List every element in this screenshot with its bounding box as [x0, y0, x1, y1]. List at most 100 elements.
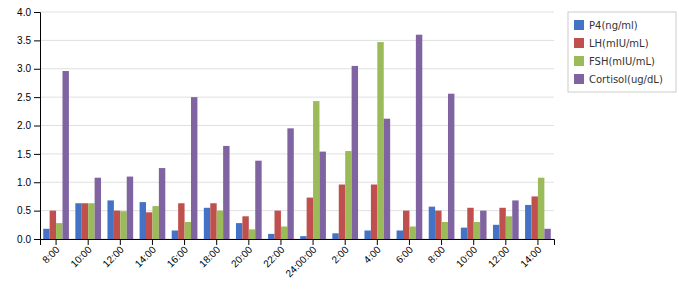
bar: [345, 151, 351, 239]
bar: [43, 229, 49, 239]
bar: [88, 203, 94, 239]
y-tick-label: 3.5: [17, 35, 31, 46]
bar: [538, 178, 544, 239]
y-tick-mark: [34, 69, 40, 70]
x-tick: 14:00: [518, 239, 544, 269]
legend: P4(ng/ml) LH(mIU/mL) FSH(mIU/mL) Cortisol(u…: [568, 12, 676, 92]
bars: [43, 35, 551, 239]
legend-frame: [568, 12, 676, 92]
x-tick-mark: [473, 239, 474, 245]
bar: [159, 168, 165, 239]
bar: [62, 71, 68, 239]
x-axis: 8:0010:0012:0014:0016:0018:0020:0022:002…: [40, 239, 554, 279]
x-tick: 12:00: [100, 239, 126, 269]
bar: [506, 216, 512, 239]
x-tick: 2:00: [329, 239, 351, 265]
y-tick: 2.5: [17, 92, 40, 103]
plot: 0.00.51.01.52.02.53.03.54.08:0010:0012:0…: [17, 7, 554, 280]
grid-line: [40, 40, 554, 41]
grid-line: [40, 153, 554, 154]
x-tick: 14:00: [133, 239, 159, 269]
chart: 0.00.51.01.52.02.53.03.54.08:0010:0012:0…: [0, 0, 679, 291]
legend-label: Cortisol(ug/dL): [589, 74, 663, 85]
bar: [480, 211, 486, 239]
y-tick: 3.0: [17, 63, 40, 74]
y-tick-mark: [34, 12, 40, 13]
grid-line: [40, 182, 554, 183]
legend-label: P4(ng/ml): [589, 20, 638, 31]
x-tick: 10:00: [68, 239, 94, 269]
bar: [371, 185, 377, 239]
bar: [377, 42, 383, 239]
bar: [140, 202, 146, 239]
bar: [268, 234, 274, 239]
bar: [146, 212, 152, 239]
bar: [56, 223, 62, 239]
y-tick: 2.0: [17, 120, 40, 131]
x-tick-label: 18:00: [197, 244, 223, 270]
bar: [319, 152, 325, 239]
bar: [281, 227, 287, 239]
y-tick-mark: [34, 40, 40, 41]
x-tick: 20:00: [229, 239, 255, 269]
bar: [403, 211, 409, 239]
bar: [313, 101, 319, 239]
y-axis: 0.00.51.01.52.02.53.03.54.0: [17, 7, 40, 245]
bar: [217, 211, 223, 239]
bar: [429, 207, 435, 239]
bar: [152, 206, 158, 239]
bar: [499, 208, 505, 239]
y-tick: 0.0: [17, 234, 40, 245]
x-tick: 16:00: [165, 239, 191, 269]
x-tick-mark: [216, 239, 217, 245]
bar: [352, 66, 358, 239]
x-tick-mark: [56, 239, 57, 245]
bar: [532, 196, 538, 239]
legend-label: FSH(mIU/mL): [589, 56, 655, 67]
bar: [435, 211, 441, 239]
legend-item: LH(mIU/mL): [574, 38, 649, 49]
bar-series: [56, 42, 544, 239]
x-tick-mark: [313, 239, 314, 245]
y-tick-label: 0.0: [17, 234, 31, 245]
x-tick: 22:00: [261, 239, 287, 269]
x-tick: 12:00: [486, 239, 512, 269]
bar: [467, 208, 473, 239]
bar: [287, 128, 293, 239]
y-tick-mark: [34, 239, 40, 240]
x-tick: 24:00:00: [283, 239, 319, 279]
bar: [50, 211, 56, 239]
bar: [127, 177, 133, 239]
legend-item: P4(ng/ml): [574, 20, 638, 31]
bar: [114, 211, 120, 239]
y-tick-label: 2.5: [17, 92, 31, 103]
bar-series: [62, 35, 550, 239]
x-tick-label: 14:00: [133, 244, 159, 270]
bar: [339, 185, 345, 239]
x-tick-mark: [409, 239, 410, 245]
legend-label: LH(mIU/mL): [589, 38, 649, 49]
x-tick-mark: [248, 239, 249, 245]
bar: [493, 225, 499, 239]
x-tick-label: 2:00: [329, 244, 351, 266]
grid-line: [40, 125, 554, 126]
bar: [416, 35, 422, 239]
x-tick: 8:00: [426, 239, 448, 265]
x-tick: 4:00: [361, 239, 383, 265]
bar: [191, 97, 197, 239]
bar: [249, 229, 255, 239]
x-tick-mark: [120, 239, 121, 245]
x-tick-label: 6:00: [394, 244, 416, 266]
bar: [275, 211, 281, 239]
y-tick-mark: [34, 97, 40, 98]
y-tick-label: 2.0: [17, 120, 31, 131]
bar: [223, 146, 229, 239]
bar: [474, 222, 480, 239]
x-tick-label: 16:00: [165, 244, 191, 270]
bar: [397, 230, 403, 239]
y-tick-mark: [34, 211, 40, 212]
bar: [525, 205, 531, 239]
bar: [544, 229, 550, 239]
x-tick-mark: [88, 239, 89, 245]
x-tick: 10:00: [454, 239, 480, 269]
